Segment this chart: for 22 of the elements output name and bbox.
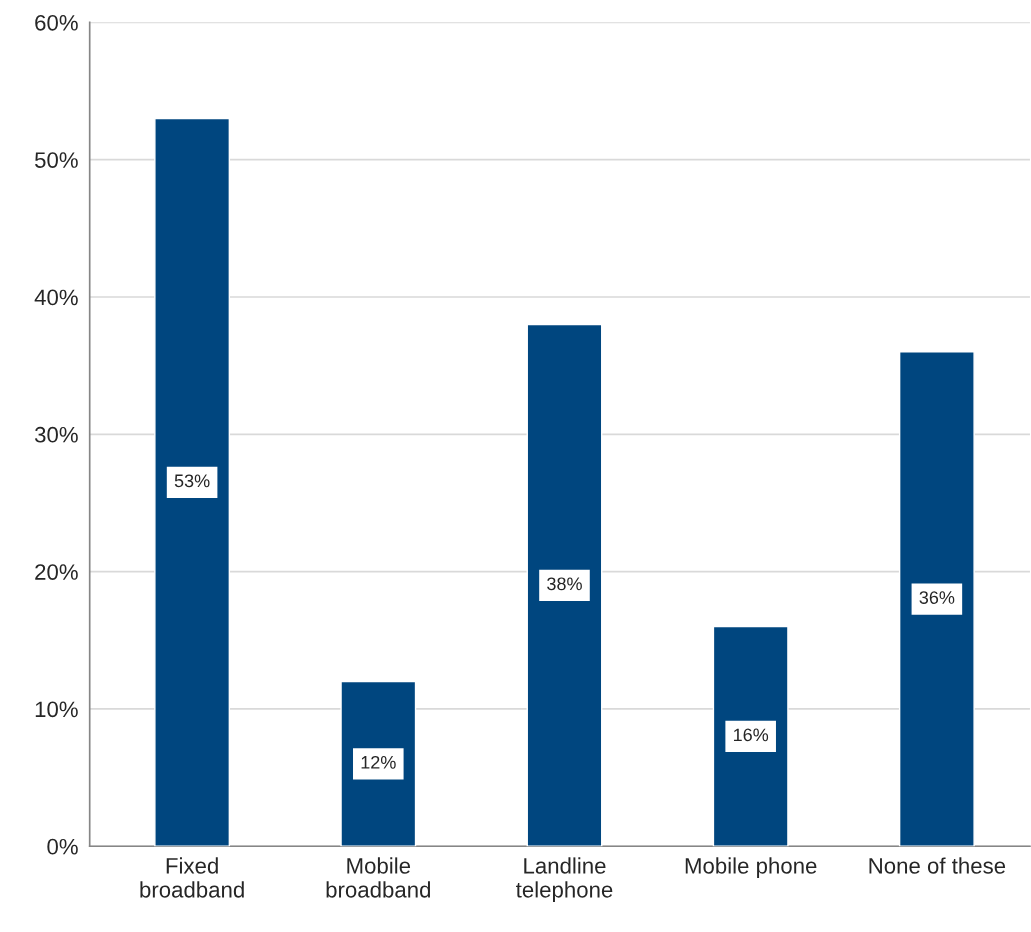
x-tick-label: Landline telephone	[516, 857, 613, 903]
bar	[898, 351, 975, 847]
bar	[526, 323, 603, 847]
bar	[712, 625, 789, 847]
data-label: 36%	[919, 591, 955, 604]
data-label: 12%	[361, 755, 396, 769]
y-tick-label: 50%	[35, 152, 78, 168]
bar	[340, 680, 417, 847]
y-tick-label: 60%	[35, 14, 78, 31]
y-tick-label: 40%	[34, 289, 78, 306]
bar	[154, 117, 231, 847]
data-label: 38%	[547, 577, 582, 591]
x-tick-label: Mobile phone	[685, 857, 817, 879]
x-tick-label: Mobile broadband	[326, 857, 430, 898]
x-tick-label: Fixed broadband	[140, 857, 244, 898]
y-tick-label: 10%	[35, 701, 78, 718]
y-tick-label: 0%	[47, 838, 78, 855]
y-tick-label: 20%	[35, 564, 78, 580]
data-label: 16%	[733, 728, 769, 742]
x-tick-label: None of these	[869, 857, 1006, 874]
y-tick-label: 30%	[34, 426, 78, 443]
data-label: 53%	[174, 474, 210, 488]
